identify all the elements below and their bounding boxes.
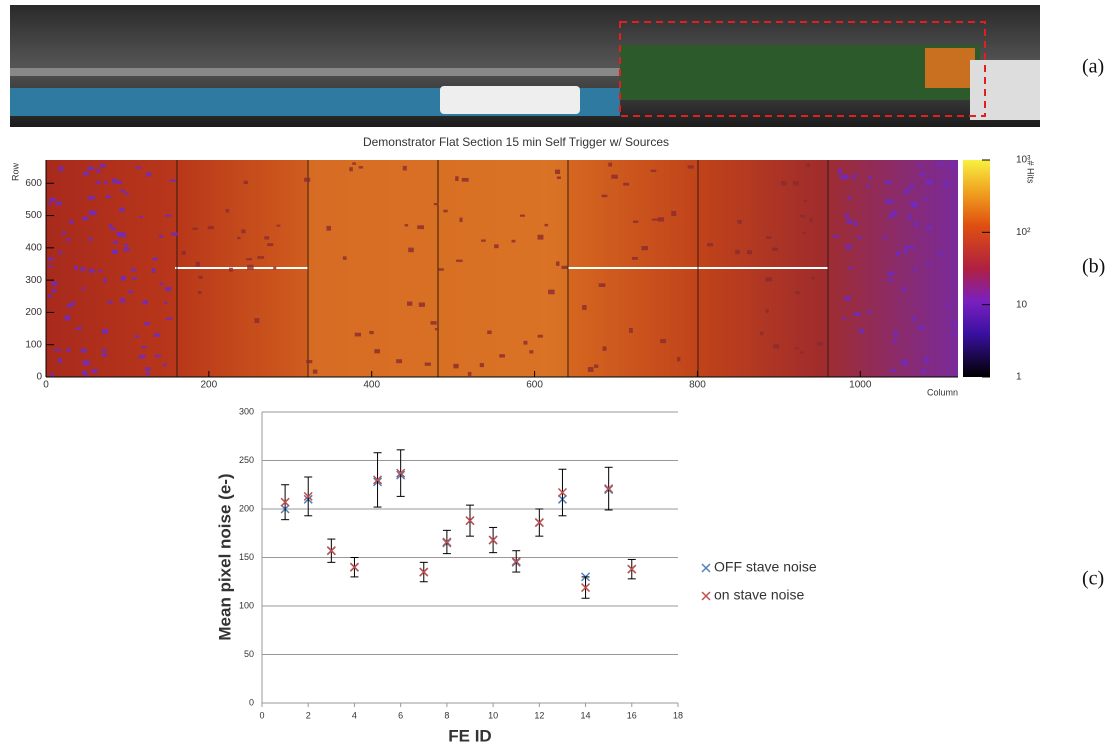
colorbar-tick-label: 10 (1016, 299, 1028, 310)
x-tick-label: 800 (689, 380, 706, 391)
x-tick-label: 8 (444, 710, 449, 720)
y-tick-label: 200 (25, 307, 42, 318)
x-tick-label: 200 (201, 380, 218, 391)
y-tick-label: 50 (244, 649, 254, 659)
point (419, 567, 429, 577)
x-tick-label: 16 (627, 710, 637, 720)
x-tick-label: 0 (43, 380, 49, 391)
x-tick-label: 18 (673, 710, 683, 720)
legend-marker (701, 563, 711, 573)
point (326, 546, 336, 556)
y-tick-label: 0 (249, 697, 254, 707)
x-tick-label: 400 (363, 380, 380, 391)
point (280, 497, 290, 507)
legend-label: OFF stave noise (714, 559, 817, 575)
x-tick-label: 12 (534, 710, 544, 720)
point (534, 518, 544, 528)
x-tick-label: 1000 (849, 380, 872, 391)
x-tick-label: 14 (581, 710, 591, 720)
point (604, 484, 614, 494)
colorbar-label: # Hits (1026, 160, 1036, 184)
y-axis-label: Row (10, 163, 20, 182)
point (303, 491, 313, 501)
point (373, 475, 383, 485)
x-tick-label: 0 (259, 710, 264, 720)
y-tick-label: 400 (25, 242, 42, 253)
y-tick-label: 600 (25, 178, 42, 189)
y-tick-label: 150 (239, 552, 254, 562)
legend-label: on stave noise (714, 587, 804, 603)
point (465, 516, 475, 526)
y-tick-label: 300 (239, 406, 254, 416)
y-tick-label: 100 (239, 600, 254, 610)
y-tick-label: 250 (239, 455, 254, 465)
colorbar (963, 160, 990, 377)
panel-label: (b) (1082, 256, 1105, 278)
x-axis-label: Column (927, 387, 958, 397)
panel-label: (c) (1082, 568, 1104, 590)
x-tick-label: 4 (352, 710, 357, 720)
x-tick-label: 10 (488, 710, 498, 720)
point (442, 537, 452, 547)
point (396, 468, 406, 478)
y-tick-label: 500 (25, 210, 42, 221)
y-tick-label: 300 (25, 275, 42, 286)
heatmap-image (46, 160, 958, 378)
point (488, 535, 498, 545)
y-tick-label: 200 (239, 503, 254, 513)
x-axis-label: FE ID (448, 726, 491, 745)
legend-marker (701, 591, 711, 601)
point (557, 487, 567, 498)
chart-title: Demonstrator Flat Section 15 min Self Tr… (363, 135, 669, 149)
y-tick-label: 100 (25, 339, 42, 350)
y-tick-label: 0 (36, 372, 42, 383)
y-axis-label: Mean pixel noise (e-) (215, 473, 234, 640)
colorbar-tick-label: 10³ (1016, 155, 1031, 166)
x-tick-label: 600 (526, 380, 543, 391)
point (581, 583, 591, 593)
panel-label: (a) (1082, 56, 1104, 78)
colorbar-tick-label: 1 (1016, 372, 1022, 383)
x-tick-label: 2 (306, 710, 311, 720)
point (627, 564, 637, 574)
x-tick-label: 6 (398, 710, 403, 720)
point (511, 556, 521, 566)
colorbar-tick-label: 10² (1016, 227, 1031, 238)
photo (10, 5, 1040, 127)
point (349, 562, 359, 572)
